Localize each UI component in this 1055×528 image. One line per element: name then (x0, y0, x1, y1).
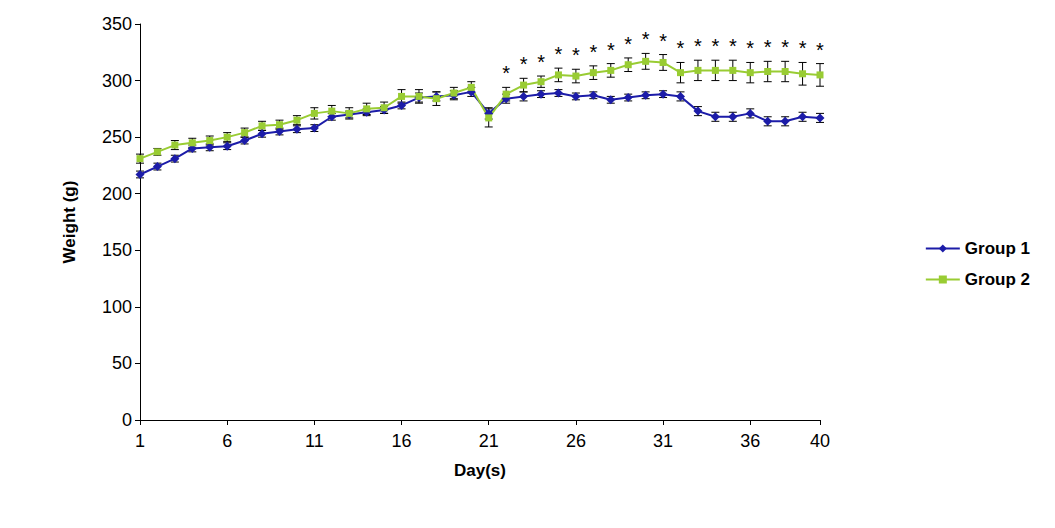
svg-text:*: * (694, 35, 702, 57)
svg-text:*: * (729, 35, 737, 57)
svg-text:Group 2: Group 2 (965, 270, 1030, 289)
svg-text:150: 150 (102, 240, 132, 260)
svg-text:Group 1: Group 1 (965, 239, 1030, 258)
svg-text:1: 1 (135, 431, 145, 451)
svg-text:16: 16 (392, 431, 412, 451)
svg-text:*: * (781, 36, 789, 58)
svg-text:*: * (816, 39, 824, 61)
svg-text:6: 6 (222, 431, 232, 451)
svg-text:200: 200 (102, 184, 132, 204)
svg-text:*: * (659, 30, 667, 52)
svg-text:350: 350 (102, 14, 132, 34)
svg-text:*: * (711, 35, 719, 57)
svg-text:*: * (607, 39, 615, 61)
svg-text:36: 36 (740, 431, 760, 451)
svg-text:21: 21 (479, 431, 499, 451)
svg-text:31: 31 (653, 431, 673, 451)
svg-text:*: * (642, 28, 650, 50)
svg-text:Weight (g): Weight (g) (60, 181, 79, 264)
svg-text:250: 250 (102, 127, 132, 147)
svg-text:*: * (677, 37, 685, 59)
svg-text:40: 40 (810, 431, 830, 451)
svg-text:*: * (502, 62, 510, 84)
svg-text:*: * (537, 51, 545, 73)
svg-text:*: * (764, 36, 772, 58)
svg-text:50: 50 (112, 353, 132, 373)
svg-text:*: * (746, 37, 754, 59)
svg-text:100: 100 (102, 297, 132, 317)
svg-text:300: 300 (102, 71, 132, 91)
svg-text:*: * (799, 37, 807, 59)
svg-text:26: 26 (566, 431, 586, 451)
svg-text:Day(s): Day(s) (454, 461, 506, 480)
svg-text:*: * (589, 41, 597, 63)
svg-text:0: 0 (122, 410, 132, 430)
svg-text:*: * (572, 44, 580, 66)
svg-text:*: * (555, 43, 563, 65)
svg-text:11: 11 (305, 431, 324, 451)
svg-text:*: * (624, 33, 632, 55)
svg-text:*: * (520, 53, 528, 75)
